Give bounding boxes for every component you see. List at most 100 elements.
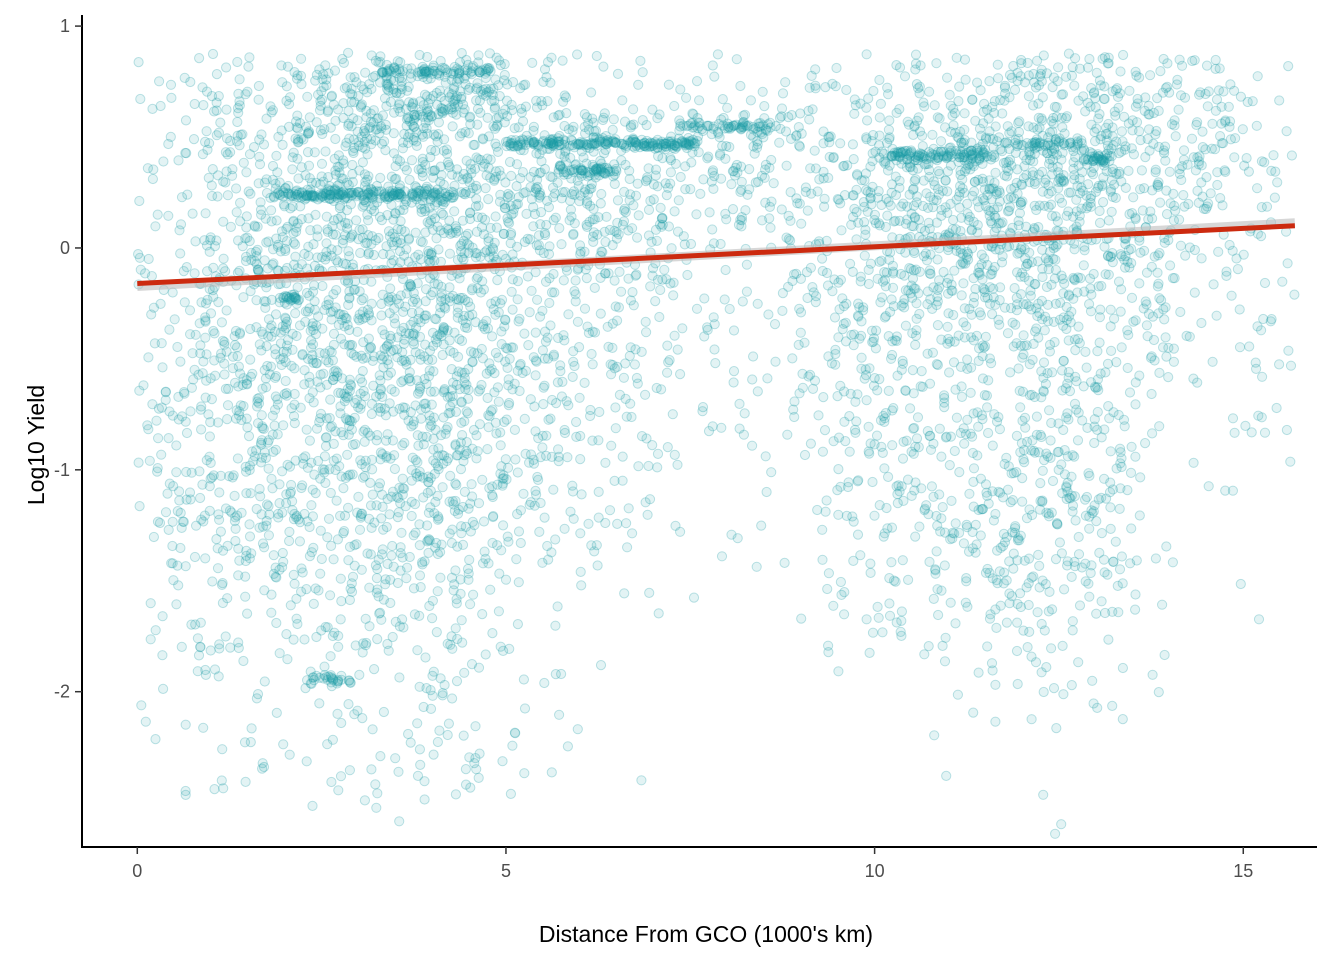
data-point: [222, 190, 233, 201]
data-point: [894, 182, 905, 193]
data-point: [223, 383, 234, 394]
data-point: [934, 423, 945, 434]
data-point: [281, 388, 292, 399]
data-point: [409, 294, 421, 305]
data-point: [1080, 106, 1091, 117]
data-point: [406, 155, 418, 166]
data-point: [314, 105, 326, 116]
data-point: [209, 241, 221, 252]
data-point: [200, 669, 211, 681]
data-point: [340, 217, 351, 228]
data-point: [625, 295, 637, 306]
data-point: [959, 54, 971, 65]
data-point: [435, 302, 446, 313]
data-point: [284, 526, 295, 537]
data-point: [471, 226, 483, 237]
data-point: [1137, 205, 1148, 216]
data-point: [515, 537, 526, 549]
data-point: [251, 258, 262, 269]
data-point: [364, 513, 375, 524]
data-point: [478, 284, 489, 295]
data-point: [232, 453, 243, 464]
data-point: [595, 308, 606, 319]
data-point: [367, 231, 378, 242]
data-point: [144, 455, 155, 466]
data-point: [968, 408, 979, 419]
data-point: [1104, 413, 1115, 424]
data-point: [305, 225, 316, 236]
data-point: [418, 131, 429, 142]
data-point: [1091, 608, 1102, 619]
data-point: [597, 246, 608, 258]
data-point: [1157, 599, 1168, 610]
data-point: [363, 333, 374, 344]
data-point: [284, 535, 295, 547]
data-point: [583, 124, 595, 135]
data-point: [439, 301, 450, 313]
data-point: [997, 146, 1008, 157]
data-point: [374, 128, 385, 139]
data-point: [337, 373, 348, 384]
data-point: [240, 591, 251, 602]
data-point: [1114, 564, 1126, 575]
data-point: [163, 210, 174, 221]
data-point: [331, 453, 342, 464]
data-point: [495, 170, 506, 181]
data-point: [1210, 54, 1221, 66]
data-point: [179, 297, 190, 308]
data-point: [319, 467, 330, 478]
data-point: [340, 472, 351, 484]
data-point: [493, 80, 504, 91]
data-point: [835, 380, 846, 391]
data-point: [395, 57, 406, 68]
data-point: [1038, 789, 1049, 800]
data-point: [542, 332, 553, 343]
data-point: [346, 380, 357, 391]
data-point: [447, 524, 458, 535]
data-point: [968, 335, 979, 346]
data-point: [1130, 315, 1141, 326]
data-point: [1160, 332, 1171, 343]
data-point: [429, 165, 440, 176]
data-point: [609, 475, 620, 486]
data-point: [375, 51, 386, 62]
data-point: [427, 670, 438, 681]
data-point: [497, 249, 508, 260]
data-point: [1011, 430, 1023, 441]
data-point: [244, 531, 256, 542]
data-point: [719, 294, 730, 305]
data-point: [278, 420, 289, 431]
data-point: [401, 244, 412, 255]
data-point: [186, 619, 197, 630]
data-point: [235, 197, 246, 208]
data-point: [1153, 308, 1164, 319]
data-point: [912, 412, 924, 423]
data-point: [503, 188, 514, 200]
data-point: [851, 207, 862, 218]
data-point: [908, 448, 919, 459]
data-point: [456, 252, 468, 263]
data-point: [518, 674, 530, 685]
data-point: [559, 186, 571, 198]
data-point: [1086, 289, 1097, 300]
data-point: [281, 81, 292, 92]
data-point: [948, 214, 959, 226]
data-point: [1130, 101, 1142, 112]
data-point: [220, 383, 231, 394]
data-point: [953, 330, 964, 341]
data-point: [1002, 121, 1013, 132]
data-point: [373, 591, 384, 602]
data-point: [911, 197, 922, 208]
data-point: [412, 645, 423, 656]
data-point: [619, 588, 630, 599]
data-point: [1096, 280, 1107, 292]
data-point: [363, 249, 374, 260]
data-point: [410, 227, 421, 238]
data-point: [1036, 76, 1047, 87]
data-point: [1001, 452, 1012, 463]
data-point: [242, 86, 253, 97]
data-point: [1026, 304, 1037, 315]
data-point: [406, 510, 417, 522]
data-point: [315, 568, 326, 579]
data-point: [420, 652, 431, 663]
